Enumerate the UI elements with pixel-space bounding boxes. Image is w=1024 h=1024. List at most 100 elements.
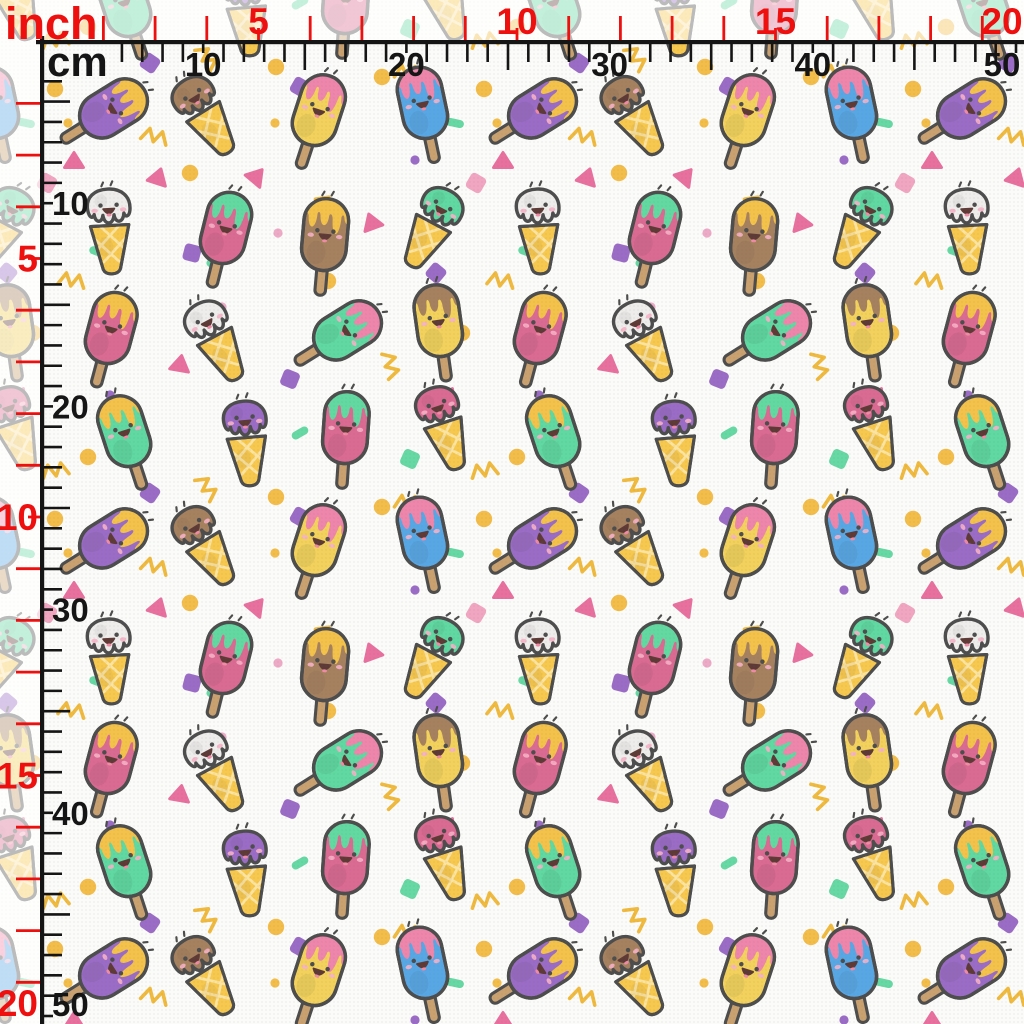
confetti-circle — [475, 80, 493, 98]
confetti-dash — [875, 547, 893, 559]
confetti-zigzag — [622, 47, 647, 74]
cm-tick-label: 50 — [52, 986, 89, 1023]
confetti-zigzag — [996, 986, 1024, 1007]
pattern-tile — [914, 500, 1024, 934]
confetti-triangle — [597, 784, 619, 804]
confetti-triangle — [597, 354, 619, 374]
ice-cream-cone-motif — [85, 180, 132, 276]
cm-label: cm — [47, 38, 108, 85]
popsicle-motif — [749, 813, 800, 920]
ice-cream-cone-motif — [599, 70, 665, 157]
popsicle-motif — [299, 190, 351, 297]
confetti-zigzag — [485, 271, 515, 290]
confetti-triangle — [493, 1011, 513, 1024]
ice-cream-cone-motif — [650, 392, 697, 488]
confetti-circle — [904, 510, 922, 528]
ice-cream-cone-motif — [182, 294, 245, 383]
confetti-dot — [702, 658, 712, 668]
confetti-zigzag — [56, 271, 86, 290]
confetti-dash — [720, 426, 738, 440]
confetti-triangle — [492, 151, 514, 169]
ice-cream-cone-motif — [842, 808, 897, 902]
confetti-square — [425, 692, 447, 714]
ice-cream-cone-motif — [221, 822, 268, 918]
confetti-square — [400, 449, 420, 469]
confetti-circle — [508, 448, 526, 466]
confetti-zigzag — [138, 986, 168, 1007]
popsicle-motif — [520, 387, 582, 491]
confetti-zigzag — [622, 907, 647, 934]
confetti-circle — [373, 68, 391, 86]
confetti-triangle — [672, 598, 693, 619]
confetti-dot — [492, 548, 502, 558]
confetti-zigzag — [41, 461, 71, 480]
confetti-triangle — [792, 642, 814, 663]
cm-tick-label: 10 — [52, 185, 89, 222]
cm-tick-label: 30 — [591, 46, 628, 83]
confetti-zigzag — [470, 891, 500, 910]
ice-cream-cone-motif — [403, 181, 465, 270]
confetti-dot — [270, 978, 280, 988]
ice-cream-cone-motif — [413, 808, 468, 902]
ice-cream-cone-motif — [514, 180, 561, 276]
confetti-square — [182, 243, 202, 263]
confetti-zigzag — [567, 986, 597, 1007]
inch-tick-label: 10 — [496, 1, 537, 42]
popsicle-motif — [59, 70, 156, 145]
ice-cream-cone-motif — [85, 610, 132, 706]
inch-tick-label: 15 — [755, 1, 796, 42]
confetti-zigzag — [622, 477, 647, 504]
cm-tick-label: 10 — [185, 46, 222, 83]
confetti-circle — [475, 940, 493, 958]
ice-cream-cone-motif — [170, 70, 236, 157]
confetti-triangle — [921, 581, 943, 599]
confetti-dot — [270, 548, 280, 558]
pattern-tile — [485, 58, 929, 546]
ice-cream-cone-motif — [182, 724, 245, 813]
confetti-dash — [875, 117, 893, 129]
confetti-square — [465, 172, 487, 194]
inch-tick-label: 10 — [0, 497, 38, 538]
confetti-dot — [699, 548, 709, 558]
confetti-square — [611, 243, 631, 263]
confetti-circle — [46, 510, 64, 528]
confetti-zigzag — [380, 352, 401, 382]
confetti-circle — [46, 940, 64, 958]
inch-tick-label: 5 — [17, 239, 38, 280]
ice-cream-cone-motif — [650, 822, 697, 918]
confetti-square — [182, 673, 202, 693]
confetti-dot — [273, 228, 283, 238]
confetti-dot — [699, 978, 709, 988]
top-ruler-line — [36, 40, 1024, 45]
confetti-dot — [410, 1015, 420, 1024]
cm-tick-label: 20 — [52, 388, 89, 425]
ice-cream-cone-motif — [832, 181, 894, 270]
cm-tick-label: 40 — [52, 795, 89, 832]
cm-tick-label: 30 — [52, 592, 89, 629]
ice-cream-cone-motif — [943, 610, 990, 706]
confetti-triangle — [921, 151, 943, 169]
confetti-square — [894, 172, 916, 194]
confetti-triangle — [243, 168, 264, 189]
confetti-dot — [270, 118, 280, 128]
inch-tick-label: 15 — [0, 756, 38, 797]
popsicle-motif — [59, 930, 156, 1005]
confetti-triangle — [363, 212, 385, 233]
left-ruler: 10 20 30 40 50 5 10 15 20 — [0, 36, 89, 1024]
confetti-zigzag — [567, 126, 597, 147]
confetti-zigzag — [809, 782, 830, 812]
confetti-triangle — [363, 642, 385, 663]
confetti-dot — [839, 155, 849, 165]
confetti-dash — [446, 977, 464, 989]
confetti-dot — [410, 155, 420, 165]
confetti-square — [280, 369, 300, 389]
confetti-square — [709, 369, 729, 389]
confetti-square — [829, 879, 849, 899]
confetti-zigzag — [193, 477, 218, 504]
confetti-circle — [475, 510, 493, 528]
confetti-circle — [696, 58, 714, 76]
confetti-zigzag — [996, 556, 1024, 577]
ice-cream-cone-motif — [413, 378, 468, 472]
popsicle-motif — [917, 930, 1014, 1005]
